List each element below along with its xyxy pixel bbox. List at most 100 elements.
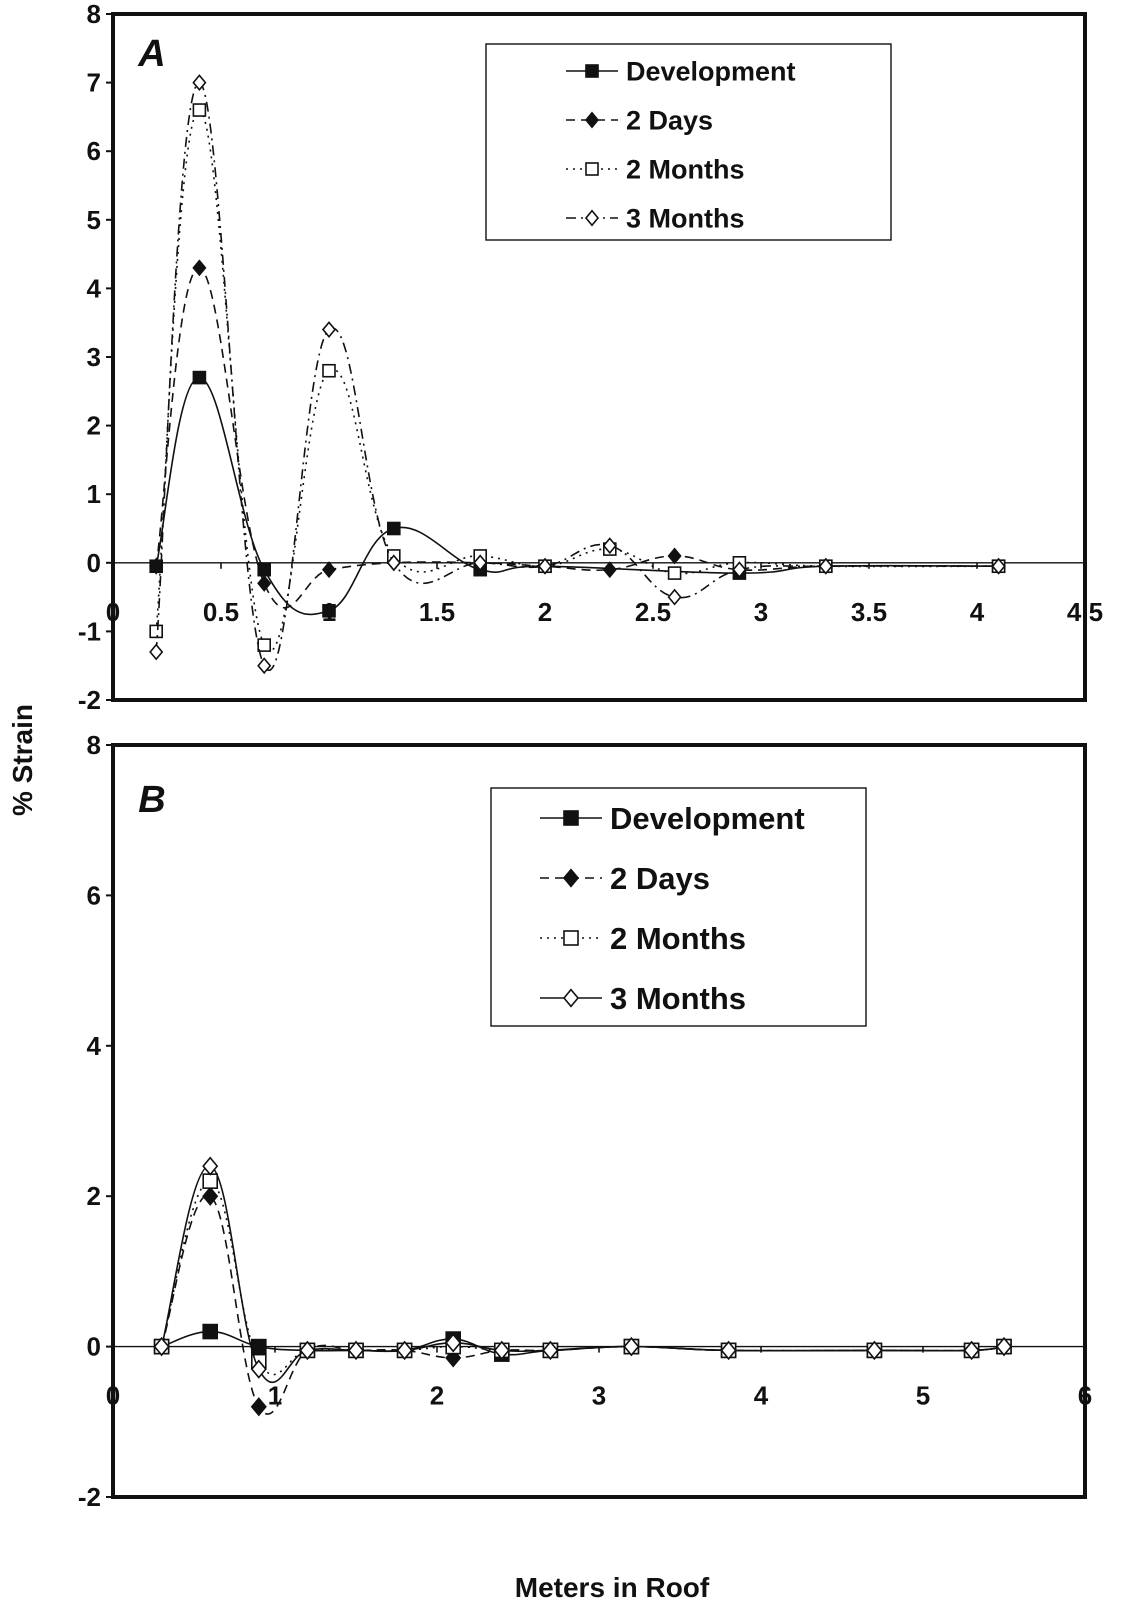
panel-b-legend-marker	[562, 988, 580, 1008]
panel-a-tag: A	[137, 33, 165, 75]
panel-a-data-point	[818, 557, 833, 575]
panel-b-y-tick-label: 2	[87, 1181, 101, 1211]
panel-b-data-point	[250, 1359, 267, 1379]
panel-a-data-point	[149, 624, 163, 639]
panel-b-y-tick-label: -2	[78, 1482, 101, 1512]
panel-b-series-4	[153, 1156, 1013, 1384]
panel-a-y-tick-label: 4	[87, 273, 102, 303]
panel-b-x-tick-label: 6	[1078, 1381, 1092, 1411]
panel-a-data-point	[192, 370, 207, 385]
panel-a-data-point	[322, 604, 336, 618]
panel-b-legend-marker	[562, 868, 580, 888]
panel-a-x-tick-label: 4.5	[1067, 597, 1103, 627]
panel-b-data-point	[202, 1323, 218, 1340]
panel-a-legend-marker	[585, 64, 599, 78]
panel-a-y-tick-label: -2	[78, 685, 101, 715]
panel-a-data-point	[991, 557, 1006, 575]
panel-b-tag: B	[138, 779, 165, 821]
panel-b-y-tick-label: 4	[87, 1031, 102, 1061]
panel-a-y-tick-label: 5	[87, 205, 101, 235]
panel-a-data-point	[149, 557, 164, 575]
panel-a-data-point	[192, 74, 207, 92]
y-axis-title: % Strain	[7, 704, 38, 816]
panel-a-y-tick-label: 2	[87, 411, 101, 441]
panel-a-x-tick-label: 0.5	[203, 597, 239, 627]
panel-b-series-3	[153, 1173, 1012, 1376]
panel-a-legend-label: 3 Months	[626, 204, 745, 234]
panel-a-data-point	[321, 321, 337, 339]
panel-b-data-point	[866, 1340, 883, 1361]
panel-b-data-point	[202, 1173, 218, 1189]
panel-a-x-tick-label: 2	[538, 597, 552, 627]
panel-a-data-point	[192, 259, 207, 277]
panel-b-x-tick-label: 3	[592, 1381, 606, 1411]
panel-a-data-point	[386, 521, 401, 536]
panel-a-data-point	[257, 657, 272, 675]
panel-b-data-point	[202, 1186, 219, 1206]
panel-b-data-point	[347, 1340, 365, 1361]
panel-b-legend-label: 2 Months	[610, 921, 746, 956]
panel-b-data-point	[720, 1340, 737, 1361]
panel-b-frame	[111, 743, 1087, 1499]
panel-b-data-point	[963, 1340, 980, 1361]
panel-a-data-point	[386, 554, 401, 572]
panel-b-data-point	[202, 1156, 219, 1176]
panel-b-data-point	[396, 1340, 413, 1361]
panel-b-x-tick-label: 5	[916, 1381, 930, 1411]
panel-a-y-tick-label: 1	[87, 479, 101, 509]
panel-a-series-1	[149, 370, 1006, 618]
panel-a-data-point	[732, 561, 747, 579]
panel-b-data-point	[493, 1340, 510, 1361]
panel-b-legend-label: 3 Months	[610, 981, 746, 1016]
panel-a-y-tick-label: -1	[78, 616, 101, 646]
panel-b-data-point	[995, 1336, 1013, 1357]
panel-a-legend: Development 2 Days 2 Months 3 Months	[485, 43, 892, 241]
panel-b-legend-label: 2 Days	[610, 861, 710, 896]
panel-a-legend-label: Development	[626, 57, 796, 87]
panel-b-legend-box	[490, 787, 867, 1027]
panel-a-y-tick-label: 8	[87, 0, 101, 29]
panel-a-chart: -2-101234567800.511.522.533.544.5ADevelo…	[78, 0, 1103, 715]
panel-a-data-point	[257, 638, 272, 652]
panel-a-data-point	[602, 561, 617, 579]
panel-a-y-tick-label: 7	[87, 68, 101, 98]
panel-a-data-point	[192, 103, 207, 117]
panel-a-series-line	[155, 376, 999, 616]
panel-a-legend-marker	[584, 209, 600, 227]
panel-b-series-1	[153, 1323, 1012, 1362]
panel-a-data-point	[537, 557, 553, 575]
panel-b-chart: -2 0 2 4 6 8 0 1 2 3 4 5 6 B Development 2 Days 2 Months…	[78, 730, 1092, 1512]
panel-a-data-point	[473, 554, 488, 572]
panel-a-series-line	[155, 81, 999, 671]
panel-a-data-point	[602, 537, 617, 555]
panel-b-legend: Development 2 Days 2 Months 3 Months	[490, 787, 867, 1027]
panel-b-x-tick-label: 1	[268, 1381, 282, 1411]
panel-b-data-point	[250, 1397, 267, 1417]
panel-a-y-tick-label: 6	[87, 136, 101, 166]
panel-a-x-tick-label: 3.5	[851, 597, 887, 627]
panel-a-data-point	[667, 588, 682, 606]
panel-b-x-tick-label: 0	[106, 1381, 120, 1411]
panel-a-series-4	[149, 74, 1006, 675]
panel-b-legend-marker	[563, 810, 579, 826]
panel-b-data-point	[251, 1338, 267, 1355]
panel-b-legend-label: Development	[610, 801, 805, 836]
x-axis-title: Meters in Roof	[515, 1572, 710, 1603]
panel-a-legend-box	[485, 43, 892, 241]
panel-b-data-point	[445, 1333, 462, 1353]
panel-b-series-line	[160, 1194, 1005, 1415]
panel-a-x-tick-label: 0	[106, 597, 120, 627]
panel-a-y-tick-label: 0	[87, 548, 101, 578]
panel-a-x-tick-label: 3	[754, 597, 768, 627]
panel-a-data-point	[149, 643, 164, 661]
panel-b-x-tick-label: 2	[430, 1381, 444, 1411]
panel-b-data-point	[623, 1336, 640, 1357]
panel-a-x-tick-label: 1.5	[419, 597, 455, 627]
panel-a-y-tick-label: 3	[87, 342, 101, 372]
panel-b-data-point	[299, 1340, 316, 1361]
panel-a-data-point	[322, 363, 336, 378]
panel-a-x-tick-label: 4	[970, 597, 985, 627]
panel-a-legend-marker	[584, 111, 600, 129]
panel-b-legend-marker	[563, 930, 579, 946]
